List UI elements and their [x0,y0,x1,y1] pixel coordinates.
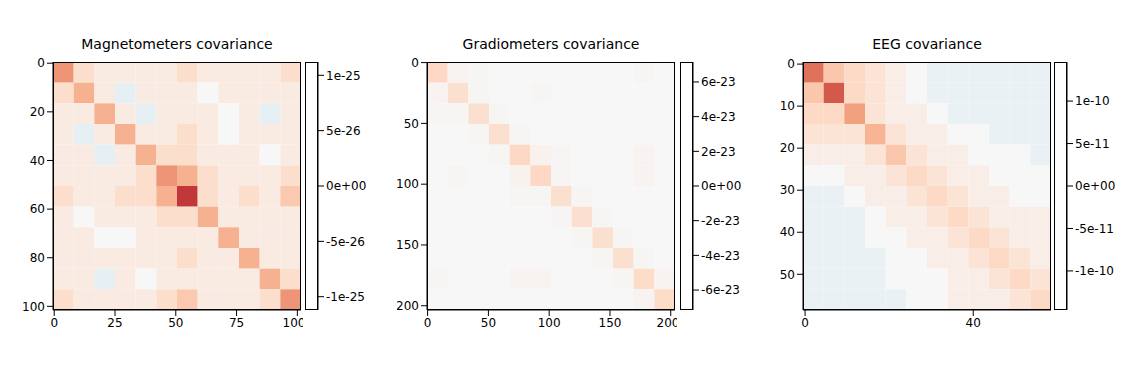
svg-text:0: 0 [424,316,432,330]
svg-text:100: 100 [23,300,45,314]
svg-text:0: 0 [801,316,809,330]
svg-text:0e+00: 0e+00 [326,179,366,193]
svg-text:60: 60 [30,202,45,216]
svg-text:200: 200 [397,299,419,313]
svg-text:5e-11: 5e-11 [1075,137,1110,151]
svg-text:4e-23: 4e-23 [701,110,736,124]
svg-text:6e-23: 6e-23 [701,75,736,89]
html-text:Magnetometers covariance: Magnetometers covariance [81,36,273,52]
svg-text:50: 50 [481,316,496,330]
svg-text:-5e-26: -5e-26 [326,235,365,249]
svg-text:-6e-23: -6e-23 [701,283,740,297]
svg-text:1e-25: 1e-25 [326,69,361,83]
svg-text:-4e-23: -4e-23 [701,249,740,263]
svg-text:0: 0 [50,316,58,330]
svg-text:20: 20 [30,105,45,119]
svg-text:50: 50 [168,316,183,330]
svg-text:50: 50 [780,268,795,282]
svg-text:150: 150 [397,238,419,252]
svg-text:20: 20 [780,141,795,155]
svg-text:-1e-10: -1e-10 [1075,264,1114,278]
html-text:EEG covariance: EEG covariance [872,36,982,52]
svg-text:25: 25 [107,316,122,330]
svg-text:100: 100 [283,316,303,330]
svg-text:10: 10 [780,99,795,113]
svg-text:-2e-23: -2e-23 [701,214,740,228]
svg-text:-5e-11: -5e-11 [1075,222,1114,236]
svg-text:75: 75 [229,316,244,330]
svg-text:40: 40 [966,316,981,330]
svg-text:50: 50 [404,117,419,131]
svg-text:0: 0 [787,57,795,71]
svg-text:150: 150 [599,316,622,330]
svg-text:40: 40 [780,225,795,239]
svg-text:0: 0 [37,56,45,70]
svg-text:0e+00: 0e+00 [1075,179,1115,193]
svg-text:30: 30 [780,183,795,197]
svg-text:200: 200 [657,316,677,330]
svg-text:1e-10: 1e-10 [1075,94,1110,108]
svg-text:2e-23: 2e-23 [701,145,736,159]
svg-text:100: 100 [538,316,561,330]
svg-text:5e-26: 5e-26 [326,124,361,138]
svg-text:100: 100 [397,177,419,191]
svg-text:0e+00: 0e+00 [701,179,741,193]
svg-text:0: 0 [411,56,419,70]
html-text:Gradiometers covariance: Gradiometers covariance [462,36,640,52]
svg-text:40: 40 [30,154,45,168]
svg-text:-1e-25: -1e-25 [326,290,365,304]
svg-text:80: 80 [30,251,45,265]
